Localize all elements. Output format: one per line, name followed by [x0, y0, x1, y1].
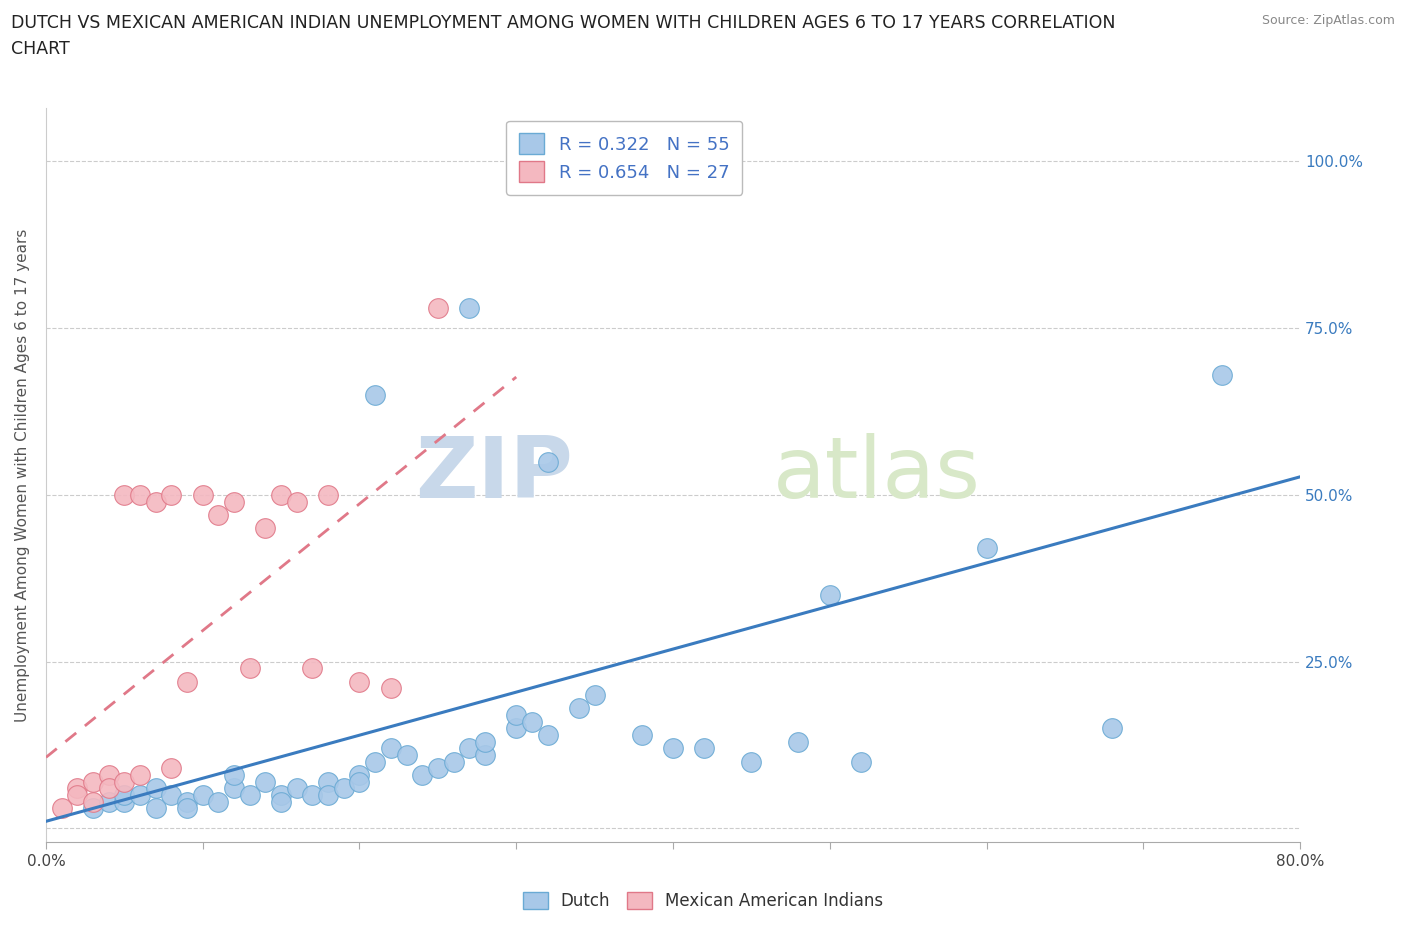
Point	[583, 687, 606, 702]
Point	[112, 487, 135, 502]
Point	[112, 794, 135, 809]
Point	[426, 761, 449, 776]
Point	[176, 794, 198, 809]
Point	[364, 754, 387, 769]
Text: ZIP: ZIP	[415, 433, 572, 516]
Point	[818, 588, 841, 603]
Text: Source: ZipAtlas.com: Source: ZipAtlas.com	[1261, 14, 1395, 27]
Point	[536, 454, 558, 469]
Point	[505, 721, 527, 736]
Point	[97, 781, 120, 796]
Text: atlas: atlas	[773, 433, 981, 516]
Point	[97, 794, 120, 809]
Point	[349, 674, 371, 689]
Point	[207, 508, 229, 523]
Point	[112, 774, 135, 789]
Point	[270, 788, 292, 803]
Point	[505, 708, 527, 723]
Point	[254, 521, 277, 536]
Point	[426, 300, 449, 315]
Point	[285, 494, 308, 509]
Point	[474, 748, 496, 763]
Point	[160, 788, 183, 803]
Point	[285, 781, 308, 796]
Point	[395, 748, 418, 763]
Point	[693, 741, 716, 756]
Point	[316, 774, 339, 789]
Point	[333, 781, 356, 796]
Point	[145, 494, 167, 509]
Point	[270, 487, 292, 502]
Legend: R = 0.322   N = 55, R = 0.654   N = 27: R = 0.322 N = 55, R = 0.654 N = 27	[506, 121, 742, 195]
Point	[160, 761, 183, 776]
Point	[349, 774, 371, 789]
Point	[1101, 721, 1123, 736]
Point	[222, 494, 245, 509]
Point	[112, 788, 135, 803]
Point	[254, 774, 277, 789]
Point	[145, 781, 167, 796]
Point	[301, 661, 323, 676]
Point	[129, 767, 152, 782]
Point	[176, 674, 198, 689]
Legend: Dutch, Mexican American Indians: Dutch, Mexican American Indians	[516, 885, 890, 917]
Point	[474, 734, 496, 749]
Point	[849, 754, 872, 769]
Point	[145, 801, 167, 816]
Point	[239, 788, 262, 803]
Point	[349, 767, 371, 782]
Point	[97, 767, 120, 782]
Point	[301, 788, 323, 803]
Point	[270, 794, 292, 809]
Point	[222, 767, 245, 782]
Point	[662, 741, 685, 756]
Point	[66, 781, 89, 796]
Point	[82, 774, 104, 789]
Point	[536, 727, 558, 742]
Text: DUTCH VS MEXICAN AMERICAN INDIAN UNEMPLOYMENT AMONG WOMEN WITH CHILDREN AGES 6 T: DUTCH VS MEXICAN AMERICAN INDIAN UNEMPLO…	[11, 14, 1116, 59]
Point	[787, 734, 810, 749]
Point	[176, 801, 198, 816]
Point	[191, 487, 214, 502]
Point	[129, 487, 152, 502]
Point	[976, 540, 998, 555]
Point	[630, 727, 652, 742]
Point	[160, 487, 183, 502]
Point	[443, 754, 465, 769]
Point	[129, 788, 152, 803]
Point	[411, 767, 433, 782]
Point	[380, 741, 402, 756]
Point	[458, 300, 481, 315]
Point	[583, 174, 606, 189]
Point	[191, 788, 214, 803]
Point	[380, 681, 402, 696]
Point	[66, 788, 89, 803]
Point	[458, 741, 481, 756]
Point	[207, 794, 229, 809]
Point	[82, 794, 104, 809]
Point	[51, 801, 73, 816]
Point	[222, 781, 245, 796]
Point	[520, 714, 543, 729]
Point	[568, 701, 591, 716]
Point	[630, 174, 652, 189]
Point	[1211, 367, 1233, 382]
Point	[316, 788, 339, 803]
Point	[239, 661, 262, 676]
Point	[316, 487, 339, 502]
Y-axis label: Unemployment Among Women with Children Ages 6 to 17 years: Unemployment Among Women with Children A…	[15, 228, 30, 722]
Point	[740, 754, 762, 769]
Point	[82, 801, 104, 816]
Point	[364, 388, 387, 403]
